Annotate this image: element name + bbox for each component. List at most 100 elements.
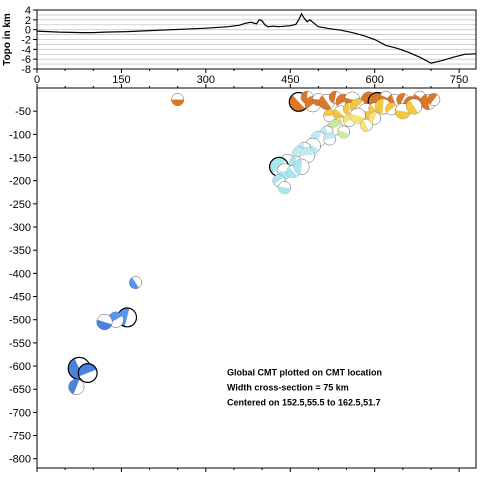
cmt-event-outline — [77, 363, 98, 383]
topo-y-tick-label: 2 — [25, 15, 31, 27]
topo-gridlines — [37, 9, 476, 70]
cmt-event-lobe — [360, 124, 367, 131]
cmt-event-lobe — [361, 93, 370, 102]
cmt-event-lobe — [302, 147, 311, 156]
topo-line-layer — [36, 12, 477, 64]
cmt-event — [323, 132, 337, 146]
topo-y-tick-label: -2 — [21, 35, 31, 47]
cmt-event-lobe — [305, 96, 313, 105]
cmt-event-lobe — [293, 161, 302, 171]
depth-frame — [36, 87, 477, 469]
cmt-event-lobe — [375, 101, 384, 111]
cmt-event-lobe — [300, 93, 308, 101]
cmt-event-lobe — [406, 106, 415, 114]
cmt-event-lobe — [286, 171, 294, 178]
cmt-events — [67, 90, 441, 395]
cmt-event-lobe — [385, 102, 392, 109]
cmt-event — [293, 158, 310, 175]
depth-y-tick-label: -700 — [9, 407, 31, 419]
cmt-event — [323, 109, 337, 123]
depth-y-tick-label: -150 — [9, 153, 31, 165]
cmt-event — [68, 378, 85, 395]
cmt-event-lobe — [351, 115, 361, 124]
cmt-event-lobe — [338, 132, 345, 139]
topo-x-tick-label: 600 — [366, 74, 384, 86]
cmt-event-lobe — [396, 94, 403, 101]
cmt-event — [427, 93, 441, 107]
topo-y-tick-label: -4 — [21, 44, 31, 56]
cmt-event-lobe — [325, 132, 332, 139]
cmt-event — [278, 181, 292, 195]
cmt-event — [385, 102, 399, 116]
cmt-event-lobe — [325, 109, 333, 116]
depth-y-tick-label: -750 — [9, 431, 31, 443]
cmt-event — [272, 174, 286, 188]
depth-x-ticks — [36, 84, 460, 472]
topo-y-tick-label: -6 — [21, 54, 31, 66]
cmt-event-lobe — [289, 101, 299, 112]
cmt-event-lobe — [368, 113, 375, 120]
cmt-event — [359, 118, 373, 132]
cmt-event-lobe — [280, 187, 288, 194]
cmt-event — [368, 111, 382, 125]
topo-y-tick-label: -8 — [21, 64, 31, 76]
depth-y-tick-label: -100 — [9, 129, 31, 141]
topo-x-tick-label: 0 — [34, 74, 40, 86]
cmt-event — [337, 125, 351, 139]
cmt-event-lobe — [397, 111, 407, 120]
depth-y-tick-label: -350 — [9, 245, 31, 257]
topo-x-tick-label: 150 — [112, 74, 130, 86]
cmt-event-lobe — [350, 98, 358, 107]
depth-y-tick-label: -400 — [9, 268, 31, 280]
cmt-event-lobe — [292, 147, 299, 153]
cmt-event — [406, 98, 423, 115]
cmt-event-lobe — [329, 92, 336, 100]
depth-y-tick-label: -800 — [9, 454, 31, 466]
cmt-event-lobe — [427, 93, 434, 100]
annotation-center: Centered on 152.5,55.5 to 162.5,51.7 — [227, 397, 381, 407]
topography-panel: 420-2-4-6-8 0 150 300 450 600 750 Topo in km — [2, 5, 477, 86]
depth-y-tick-label: -650 — [9, 384, 31, 396]
cmt-event-lobe — [319, 101, 327, 110]
cmt-event-lobe — [108, 311, 117, 320]
topo-y-ticks: 420-2-4-6-8 — [21, 5, 37, 76]
cmt-event-lobe — [68, 380, 77, 389]
depth-y-tick-label: -300 — [9, 222, 31, 234]
topo-profile-line — [36, 12, 477, 64]
topo-x-tick-label: 450 — [281, 74, 299, 86]
cmt-event — [77, 363, 98, 383]
cmt-event-lobe — [129, 282, 136, 289]
depth-y-tick-label: -200 — [9, 176, 31, 188]
cmt-event-lobe — [273, 174, 279, 181]
annotation-width: Width cross-section = 75 km — [227, 382, 349, 392]
depth-section-panel: -50 -100 -150 -200 -250 -300 -350 -400 -450 -500 -… — [9, 84, 477, 472]
depth-y-tick-label: -600 — [9, 361, 31, 373]
cmt-event-lobe — [343, 114, 350, 121]
section-annotations: Global CMT plotted on CMT location Width… — [227, 367, 382, 407]
cmt-event-lobe — [269, 157, 279, 167]
cmt-event-lobe — [174, 99, 182, 106]
topo-x-ticks: 0 150 300 450 600 750 — [34, 69, 468, 86]
depth-y-tick-label: -50 — [15, 106, 31, 118]
cmt-event-lobe — [310, 132, 319, 140]
depth-y-tick-label: -500 — [9, 315, 31, 327]
annotation-source: Global CMT plotted on CMT location — [227, 367, 382, 377]
depth-y-tick-label: -550 — [9, 338, 31, 350]
depth-y-ticks: -50 -100 -150 -200 -250 -300 -350 -400 -450 -500 -… — [9, 106, 37, 466]
cmt-event — [96, 313, 113, 331]
cmt-event-lobe — [420, 98, 429, 108]
topo-y-axis-label: Topo in km — [2, 13, 13, 66]
cmt-event-lobe — [79, 363, 90, 373]
cmt-event — [129, 276, 142, 290]
depth-y-tick-label: -450 — [9, 292, 31, 304]
topo-x-tick-label: 300 — [197, 74, 215, 86]
depth-y-tick-label: -250 — [9, 199, 31, 211]
cmt-event — [349, 107, 366, 124]
cmt-event-lobe — [343, 105, 350, 113]
cmt-event-lobe — [328, 119, 337, 128]
cmt-event-lobe — [289, 158, 296, 166]
cmt-event-lobe — [336, 94, 345, 102]
cmt-event-lobe — [98, 322, 107, 330]
topo-y-tick-label: 4 — [25, 5, 31, 17]
